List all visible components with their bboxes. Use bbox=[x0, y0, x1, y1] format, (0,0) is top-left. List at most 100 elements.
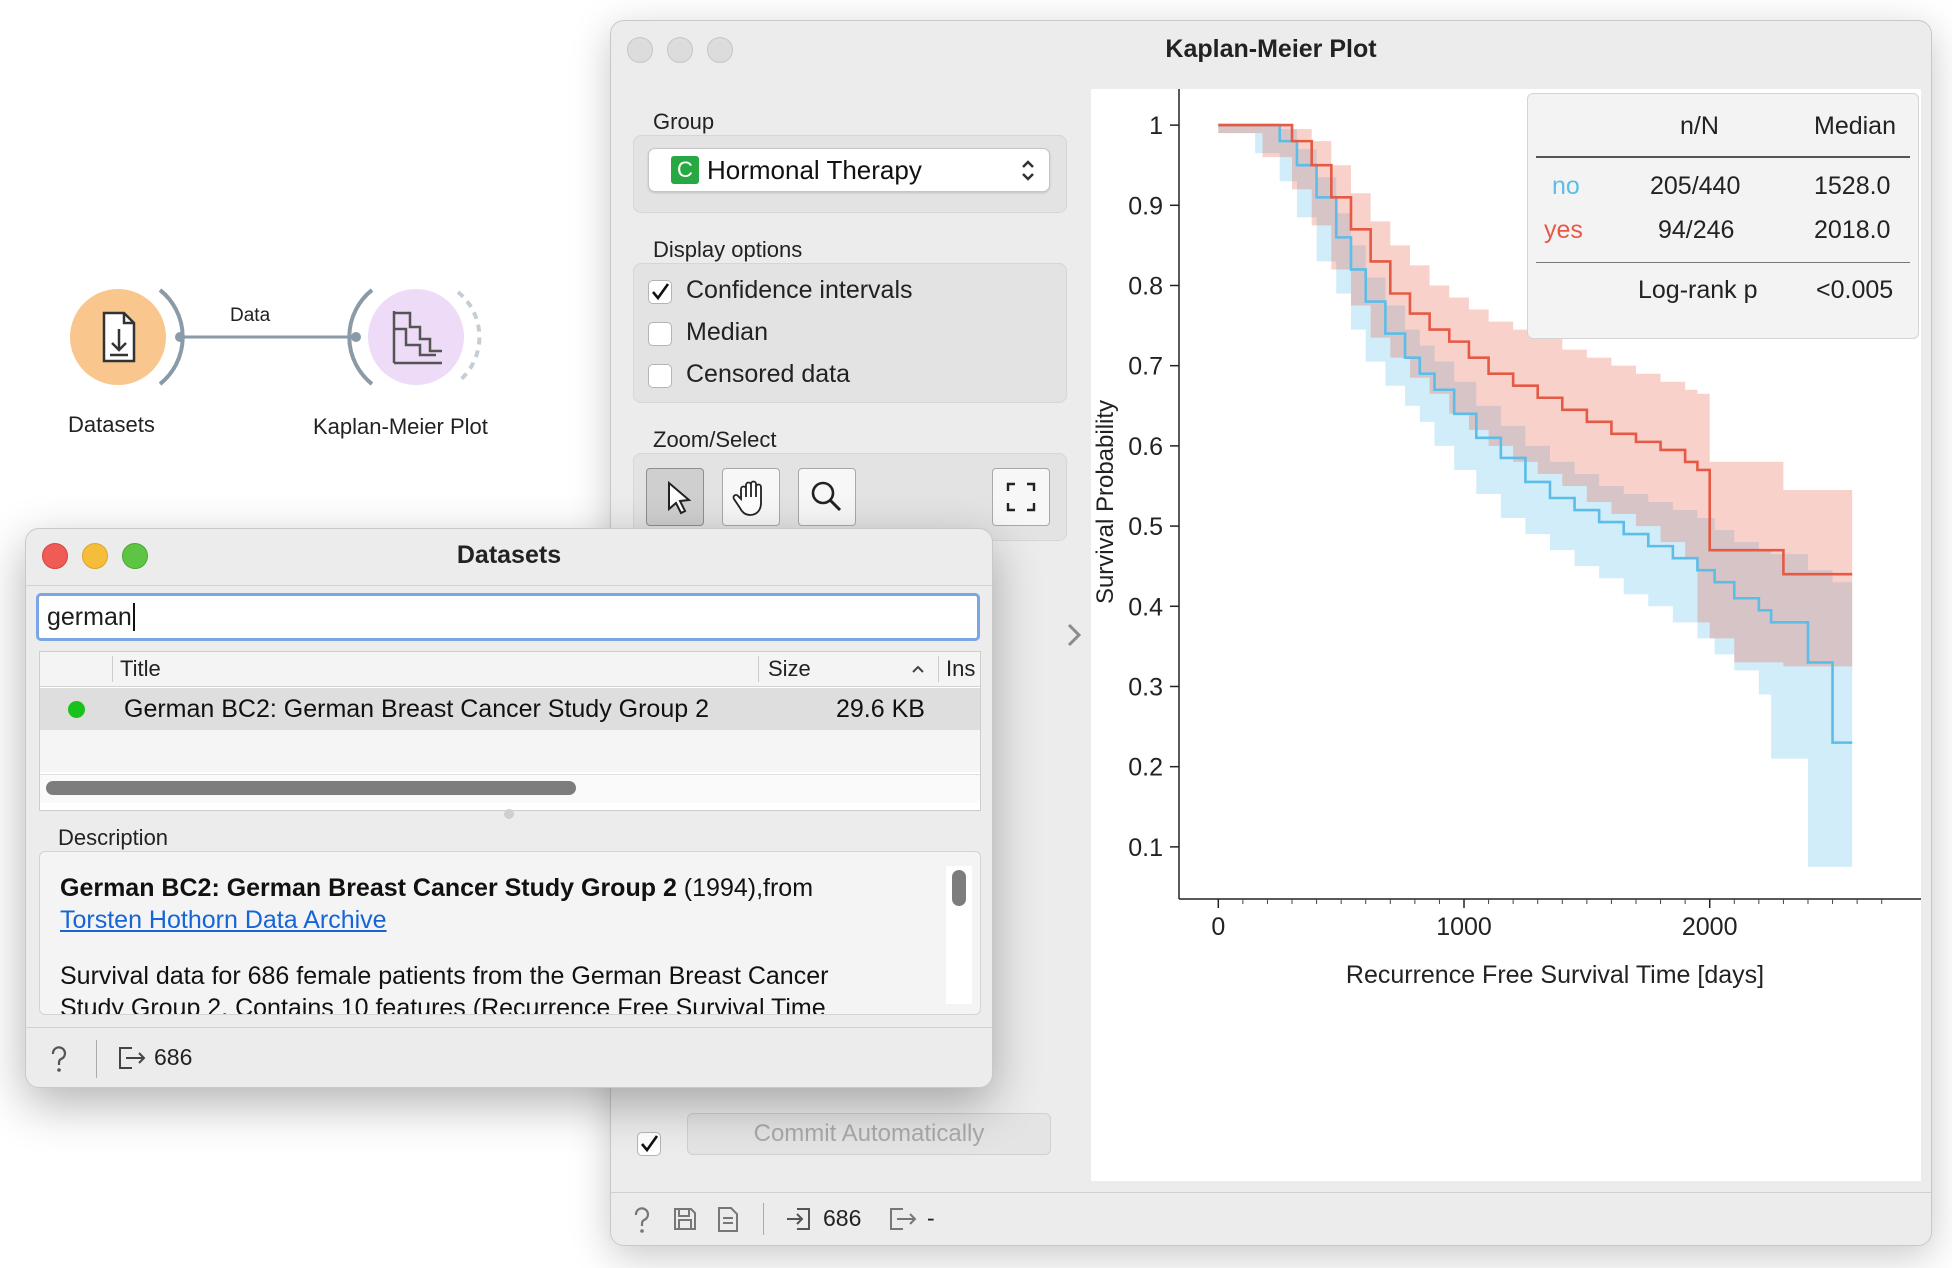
stairs-icon bbox=[392, 311, 442, 365]
datasets-widget-label: Datasets bbox=[68, 412, 155, 437]
fit-view-icon bbox=[1006, 482, 1036, 512]
plot-area[interactable]: 0.1 0.2 0.3 0.4 0.5 0.6 0.7 0.8 0.9 1 0 1000 2000 Rec… bbox=[1091, 89, 1921, 1181]
survival-curve-yes[interactable] bbox=[1218, 123, 1853, 576]
select-arrow-icon bbox=[668, 480, 692, 515]
pan-hand-icon bbox=[732, 480, 762, 516]
legend-n-no: 205/440 bbox=[1650, 172, 1741, 200]
table-row[interactable]: German BC2: German Breast Cancer Study G… bbox=[40, 688, 980, 730]
report-icon[interactable] bbox=[715, 1205, 741, 1233]
y-axis-label: Survival Probability bbox=[1092, 400, 1119, 604]
group-label: Group bbox=[653, 109, 715, 134]
column-divider bbox=[938, 656, 939, 682]
select-tool-button[interactable] bbox=[646, 468, 704, 526]
group-panel: C Hormonal Therapy bbox=[633, 135, 1067, 213]
link-label: Data bbox=[230, 305, 271, 326]
sort-ascending-icon bbox=[912, 665, 924, 673]
horizontal-scrollbar[interactable] bbox=[40, 774, 980, 803]
y-tick-label: 0.5 bbox=[1128, 513, 1163, 541]
close-icon[interactable] bbox=[42, 543, 68, 569]
chevron-updown-icon bbox=[1022, 160, 1034, 181]
categorical-badge: C bbox=[671, 156, 699, 184]
confidence-intervals-checkbox[interactable] bbox=[648, 280, 672, 304]
save-icon[interactable] bbox=[671, 1205, 699, 1233]
splitter-handle[interactable] bbox=[504, 809, 514, 819]
legend-header-median: Median bbox=[1814, 112, 1896, 140]
description-box: German BC2: German Breast Cancer Study G… bbox=[39, 851, 981, 1015]
kaplan-meier-widget[interactable] bbox=[368, 289, 464, 385]
hothorn-archive-link[interactable]: Torsten Hothorn Data Archive bbox=[60, 906, 387, 934]
logrank-value: <0.005 bbox=[1816, 276, 1894, 304]
scrollbar-thumb[interactable] bbox=[46, 781, 576, 795]
group-value: Hormonal Therapy bbox=[707, 155, 922, 185]
y-tick-label: 0.6 bbox=[1128, 433, 1163, 461]
group-select[interactable]: C Hormonal Therapy bbox=[648, 148, 1050, 192]
checkmark-icon bbox=[652, 283, 670, 301]
x-tick-label: 2000 bbox=[1682, 913, 1738, 941]
maximize-icon[interactable] bbox=[122, 543, 148, 569]
datasets-window: Datasets german Title Size Ins German BC… bbox=[25, 528, 993, 1088]
kaplan-meier-window: Kaplan-Meier Plot Group C Hormonal Thera… bbox=[610, 20, 1932, 1246]
help-icon[interactable] bbox=[629, 1205, 655, 1235]
workflow-link[interactable] bbox=[0, 0, 600, 460]
output-icon bbox=[890, 1208, 917, 1230]
zoom-select-panel bbox=[633, 453, 1067, 541]
confidence-band-no bbox=[1218, 125, 1853, 867]
output-count: - bbox=[927, 1205, 935, 1231]
x-tick-label: 0 bbox=[1211, 913, 1225, 941]
censored-data-checkbox[interactable] bbox=[648, 364, 672, 388]
legend-group-no: no bbox=[1552, 172, 1580, 200]
minimize-icon[interactable] bbox=[667, 37, 693, 63]
zoom-select-label: Zoom/Select bbox=[653, 427, 777, 452]
column-divider bbox=[758, 656, 759, 682]
median-label: Median bbox=[686, 318, 768, 346]
legend-group-yes: yes bbox=[1544, 216, 1583, 244]
zoom-tool-button[interactable] bbox=[798, 468, 856, 526]
help-icon[interactable] bbox=[46, 1044, 72, 1074]
text-caret bbox=[132, 603, 135, 631]
maximize-icon[interactable] bbox=[707, 37, 733, 63]
y-tick-label: 0.8 bbox=[1128, 272, 1163, 300]
legend-median-yes: 2018.0 bbox=[1814, 216, 1891, 244]
output-count: 686 bbox=[154, 1044, 193, 1070]
y-tick-label: 0.2 bbox=[1128, 754, 1163, 782]
status-divider bbox=[96, 1040, 97, 1078]
column-instances[interactable]: Ins bbox=[946, 656, 976, 681]
description-body-2: Study Group 2. Contains 10 features (Rec… bbox=[60, 994, 826, 1015]
km-window-title: Kaplan-Meier Plot bbox=[1165, 35, 1377, 63]
zoom-magnifier-icon bbox=[811, 481, 842, 512]
datasets-status-bar: 686 bbox=[26, 1027, 992, 1087]
input-icon bbox=[787, 1208, 810, 1230]
scrollbar-thumb[interactable] bbox=[952, 870, 966, 906]
display-options-panel: Confidence intervals Median Censored dat… bbox=[633, 263, 1067, 403]
output-icon bbox=[119, 1047, 146, 1069]
search-input[interactable]: german bbox=[36, 593, 980, 641]
logrank-label: Log-rank p bbox=[1638, 276, 1758, 304]
median-checkbox[interactable] bbox=[648, 322, 672, 346]
commit-button[interactable]: Commit Automatically bbox=[687, 1113, 1051, 1155]
column-size[interactable]: Size bbox=[768, 656, 811, 681]
datasets-table[interactable]: Title Size Ins German BC2: German Breast… bbox=[39, 651, 981, 811]
datasets-window-title: Datasets bbox=[456, 541, 562, 569]
y-tick-label: 0.7 bbox=[1128, 353, 1163, 381]
pan-tool-button[interactable] bbox=[722, 468, 780, 526]
fit-view-button[interactable] bbox=[992, 468, 1050, 526]
y-tick-label: 0.4 bbox=[1128, 593, 1163, 621]
y-tick-label: 0.3 bbox=[1128, 673, 1163, 701]
kaplan-meier-chart[interactable]: 0.1 0.2 0.3 0.4 0.5 0.6 0.7 0.8 0.9 1 0 1000 2000 Rec… bbox=[1091, 89, 1921, 1181]
titlebar-divider bbox=[26, 585, 992, 586]
close-icon[interactable] bbox=[627, 37, 653, 63]
km-status-bar: 686 - bbox=[611, 1192, 1931, 1245]
survival-curve-no[interactable] bbox=[1218, 123, 1853, 744]
input-count: 686 bbox=[823, 1205, 862, 1231]
minimize-icon[interactable] bbox=[82, 543, 108, 569]
x-tick-label: 1000 bbox=[1436, 913, 1492, 941]
description-title: German BC2: German Breast Cancer Study G… bbox=[60, 874, 677, 902]
chevron-right-icon[interactable] bbox=[1061, 617, 1087, 653]
y-tick-label: 0.9 bbox=[1128, 192, 1163, 220]
column-title[interactable]: Title bbox=[120, 656, 161, 681]
datasets-widget[interactable] bbox=[70, 289, 166, 385]
commit-auto-checkbox[interactable] bbox=[637, 1132, 661, 1156]
legend-divider bbox=[1536, 156, 1910, 158]
legend-divider bbox=[1536, 262, 1910, 263]
vertical-scrollbar[interactable] bbox=[946, 866, 972, 1004]
